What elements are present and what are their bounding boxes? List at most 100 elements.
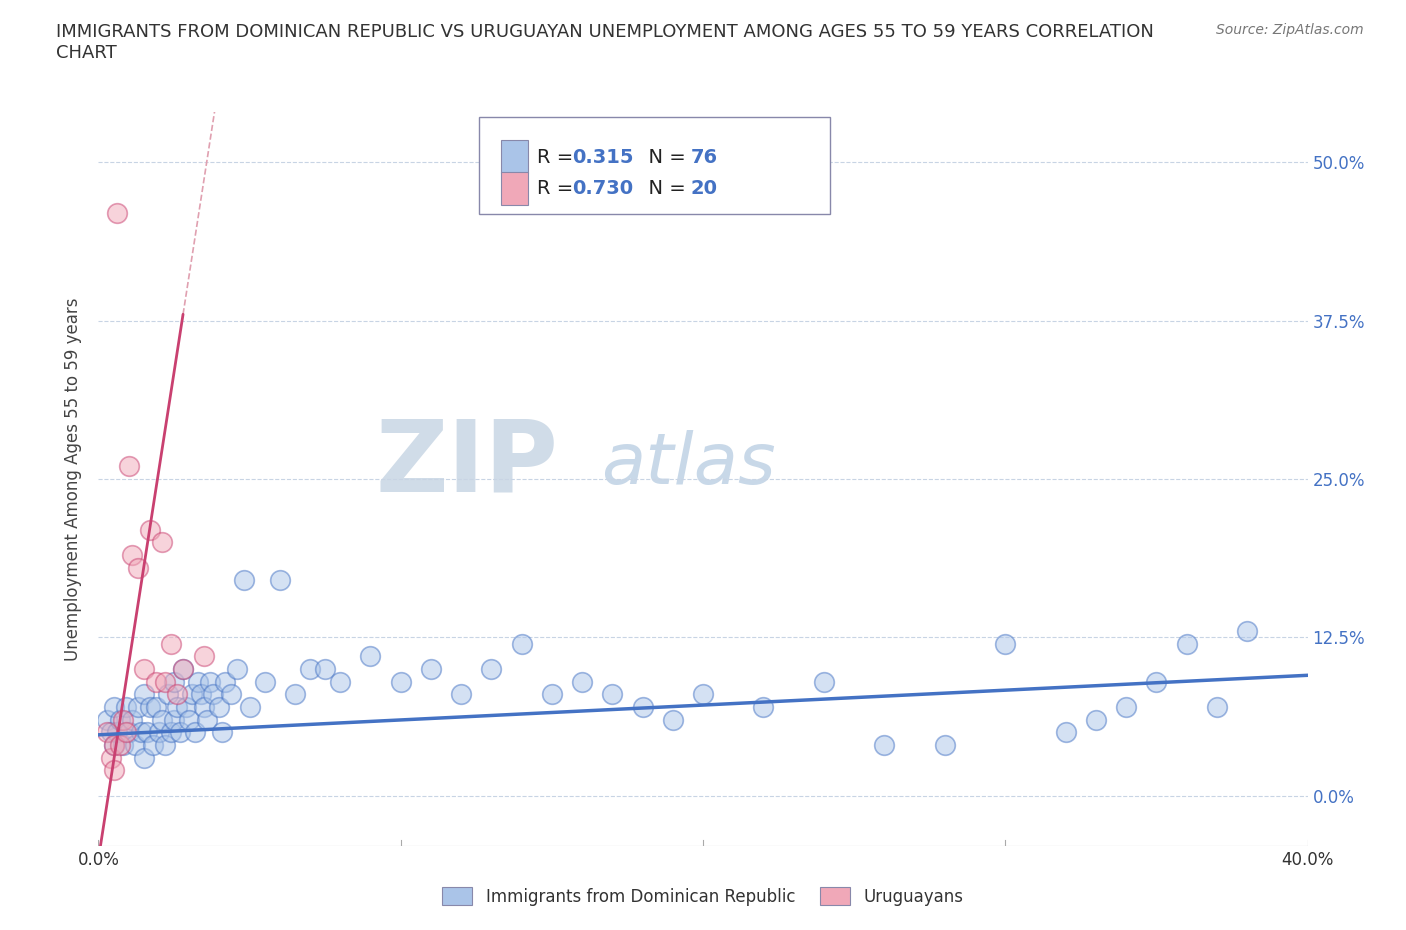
Text: R =: R = <box>537 179 579 198</box>
Point <box>208 699 231 714</box>
Point <box>163 712 186 727</box>
Point <box>284 687 307 702</box>
Text: N =: N = <box>637 179 693 198</box>
Point <box>124 737 146 752</box>
Point <box>103 699 125 714</box>
FancyBboxPatch shape <box>501 140 527 173</box>
Point <box>103 763 125 777</box>
Point <box>269 573 291 588</box>
Point <box>139 699 162 714</box>
Point <box>100 751 122 765</box>
Point <box>299 661 322 676</box>
Point <box>179 712 201 727</box>
Point <box>166 687 188 702</box>
Point <box>253 674 276 689</box>
Point <box>187 674 209 689</box>
Point <box>145 699 167 714</box>
Point <box>103 737 125 752</box>
FancyBboxPatch shape <box>479 117 830 215</box>
Point <box>139 522 162 537</box>
Legend: Immigrants from Dominican Republic, Uruguayans: Immigrants from Dominican Republic, Urug… <box>436 881 970 912</box>
Point <box>105 724 128 739</box>
Point <box>1236 623 1258 638</box>
Point <box>540 687 562 702</box>
Point <box>108 712 131 727</box>
Point <box>184 724 207 739</box>
Point <box>1054 724 1077 739</box>
Point <box>121 548 143 563</box>
Point <box>1085 712 1108 727</box>
Point <box>571 674 593 689</box>
Text: N =: N = <box>637 148 693 166</box>
Point <box>114 699 136 714</box>
Point <box>172 661 194 676</box>
Point <box>111 737 134 752</box>
Point <box>96 724 118 739</box>
Point <box>132 687 155 702</box>
Text: CHART: CHART <box>56 44 117 61</box>
Point <box>211 724 233 739</box>
Text: ZIP: ZIP <box>375 416 558 512</box>
Point <box>221 687 243 702</box>
Point <box>239 699 262 714</box>
Point <box>232 573 254 588</box>
Point <box>169 724 191 739</box>
Point <box>193 649 215 664</box>
Point <box>172 661 194 676</box>
Point <box>142 737 165 752</box>
Text: R =: R = <box>537 148 579 166</box>
Text: IMMIGRANTS FROM DOMINICAN REPUBLIC VS URUGUAYAN UNEMPLOYMENT AMONG AGES 55 TO 59: IMMIGRANTS FROM DOMINICAN REPUBLIC VS UR… <box>56 23 1154 41</box>
Point <box>813 674 835 689</box>
Point <box>190 687 212 702</box>
Point <box>96 712 118 727</box>
Point <box>111 712 134 727</box>
Point <box>156 687 179 702</box>
Point <box>510 636 533 651</box>
Point <box>450 687 472 702</box>
Point <box>118 724 141 739</box>
Point <box>132 661 155 676</box>
Text: Source: ZipAtlas.com: Source: ZipAtlas.com <box>1216 23 1364 37</box>
Point <box>195 712 218 727</box>
Point <box>163 674 186 689</box>
Point <box>135 724 157 739</box>
Point <box>873 737 896 752</box>
Point <box>752 699 775 714</box>
Point <box>314 661 336 676</box>
Point <box>1144 674 1167 689</box>
Point <box>153 737 176 752</box>
Point <box>118 458 141 473</box>
Text: 0.730: 0.730 <box>572 179 634 198</box>
Point <box>481 661 503 676</box>
Y-axis label: Unemployment Among Ages 55 to 59 years: Unemployment Among Ages 55 to 59 years <box>65 298 83 660</box>
Point <box>602 687 624 702</box>
Point <box>934 737 956 752</box>
Point <box>166 699 188 714</box>
Point <box>360 649 382 664</box>
Point <box>148 724 170 739</box>
Point <box>1206 699 1229 714</box>
Point <box>160 636 183 651</box>
Point <box>193 699 215 714</box>
Point <box>150 712 173 727</box>
Point <box>226 661 249 676</box>
Point <box>129 724 152 739</box>
Point <box>108 737 131 752</box>
Point <box>631 699 654 714</box>
Point <box>202 687 225 702</box>
Point <box>127 699 149 714</box>
Point <box>105 206 128 220</box>
Text: 20: 20 <box>690 179 718 198</box>
Point <box>1175 636 1198 651</box>
Point <box>214 674 236 689</box>
Text: atlas: atlas <box>600 430 776 498</box>
FancyBboxPatch shape <box>501 172 527 205</box>
Point <box>153 674 176 689</box>
Point <box>420 661 443 676</box>
Point <box>150 535 173 550</box>
Point <box>132 751 155 765</box>
Point <box>389 674 412 689</box>
Point <box>994 636 1017 651</box>
Point <box>127 560 149 575</box>
Text: 0.315: 0.315 <box>572 148 634 166</box>
